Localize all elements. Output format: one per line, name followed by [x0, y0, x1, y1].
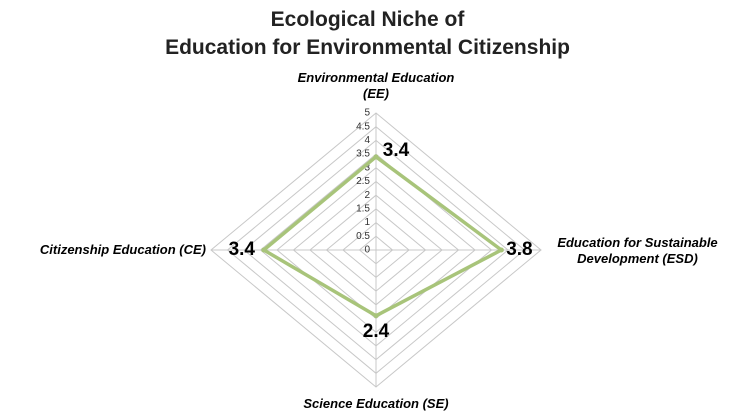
r-tick-label: 1.5	[356, 204, 370, 215]
chart-title: Ecological Niche of Education for Enviro…	[165, 8, 570, 59]
axis-label: Science Education (SE)	[303, 396, 449, 411]
r-tick-label: 2.5	[356, 176, 370, 187]
r-tick-label: 1	[364, 217, 370, 228]
marker	[373, 313, 379, 319]
r-tick-label: 0.5	[356, 231, 370, 242]
marker	[261, 247, 267, 253]
axis-label: Education for Sustainable Development (E…	[557, 235, 718, 266]
axis-label: Citizenship Education (CE)	[39, 242, 206, 257]
r-tick-label: 0	[364, 245, 370, 256]
data-label: 3.4	[229, 239, 256, 260]
axis-label: Environmental Education (EE)	[297, 70, 455, 101]
data-label: 2.4	[363, 321, 390, 342]
r-tick-label: 2	[364, 190, 370, 201]
marker	[498, 247, 504, 253]
r-tick-label: 3.5	[356, 149, 370, 160]
r-tick-label: 4	[364, 135, 370, 146]
r-tick-label: 5	[364, 108, 370, 119]
data-label: 3.8	[506, 239, 532, 260]
series-line	[262, 155, 504, 318]
data-label: 3.4	[383, 140, 410, 161]
marker	[373, 154, 379, 160]
r-tick-label: 3	[364, 162, 370, 173]
r-tick-label: 4.5	[356, 121, 370, 132]
